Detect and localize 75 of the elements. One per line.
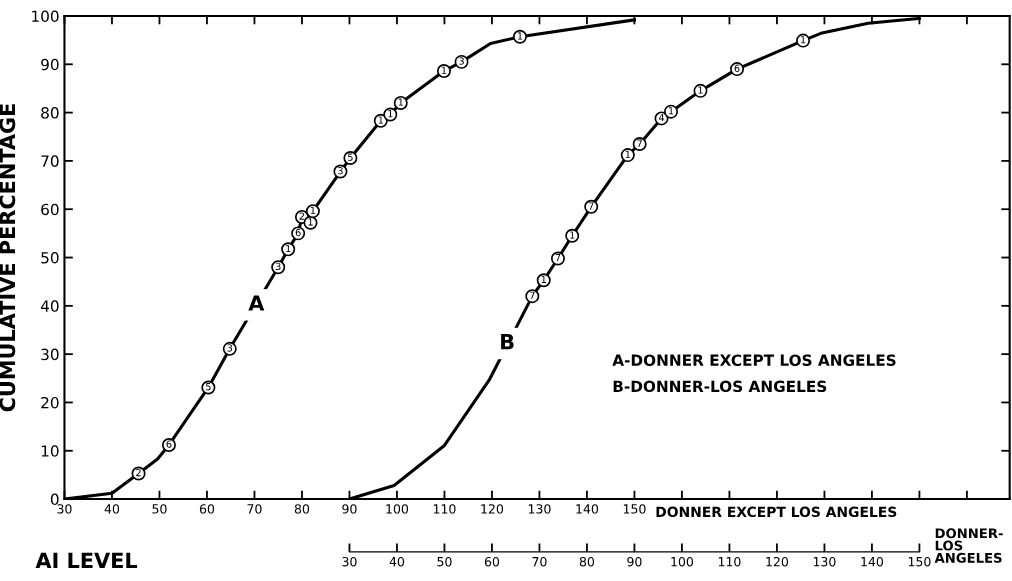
y-axis-title: CUMULATIVE PERCENTAGE: [0, 104, 16, 412]
x2-tick-label: 130: [813, 556, 836, 567]
annotation: 2: [299, 212, 305, 220]
annotation: 5: [206, 383, 211, 391]
y-tick-label: 40: [40, 300, 59, 312]
annotation: 4: [658, 113, 665, 122]
x2-tick-label: 50: [437, 556, 452, 567]
x-tick-label: 70: [247, 504, 262, 514]
y-tick-label: 70: [41, 155, 59, 167]
annotation: 2: [136, 468, 141, 477]
annotation: 7: [555, 254, 561, 262]
annotation: 6: [734, 64, 740, 72]
y-tick-label: 80: [41, 107, 59, 119]
annotation: 1: [378, 116, 383, 124]
annotation: 1: [286, 244, 291, 252]
x2-tick-label: 150: [908, 556, 931, 567]
x2-tick-label: 70: [532, 556, 547, 567]
annotation: 5: [348, 153, 353, 161]
y-tick-label: 50: [41, 251, 59, 264]
x-tick-label: 110: [433, 504, 456, 514]
x2-tick-label: 60: [484, 556, 500, 567]
y-tick-label: 0: [50, 493, 59, 506]
y-tick-label: 90: [41, 58, 59, 71]
annotation: 1: [801, 36, 806, 44]
annotation: 1: [398, 98, 403, 106]
x-tick-label: 120: [481, 504, 504, 514]
annotation: 1: [625, 150, 630, 158]
x-tick-label: 150: [623, 504, 646, 514]
annotation: 1: [310, 206, 316, 214]
x2-tick-label: 40: [389, 556, 405, 567]
annotation: 1: [308, 218, 313, 226]
x-tick-label: 40: [104, 504, 120, 514]
y-tick-label: 60: [41, 203, 59, 216]
x-tick-label: 30: [57, 504, 72, 514]
x2-tick-label: 140: [861, 556, 884, 567]
annotation: 3: [275, 262, 281, 271]
annotation: 1: [698, 86, 703, 94]
annotation: B: [501, 334, 514, 350]
x2-axis-title: DONNER- LOS ANGELES: [934, 528, 1003, 563]
y-tick-label: 20: [41, 396, 59, 409]
x-tick-label: 140: [576, 504, 599, 514]
annotation: 1: [388, 110, 393, 118]
x-tick-label: 100: [386, 504, 409, 514]
x2-tick-label: 120: [766, 556, 789, 567]
text: AI LEVEL: [35, 552, 138, 568]
x-tick-label: 80: [294, 504, 310, 514]
x-tick-label: 60: [199, 504, 215, 514]
x-tick-label: 90: [342, 504, 357, 514]
annotation: 1: [668, 107, 674, 115]
x2-tick-label: 90: [627, 556, 642, 567]
x-axis-title: DONNER EXCEPT LOS ANGELES: [656, 506, 897, 518]
x2-tick-label: 30: [342, 556, 357, 567]
annotation: 1: [441, 66, 447, 74]
annotation: 7: [588, 202, 594, 210]
x2-tick-label: 80: [579, 556, 595, 567]
x2-tick-label: 100: [671, 556, 694, 567]
annotation: A-DONNER EXCEPT LOS ANGELES: [612, 354, 896, 366]
x2-tick-label: 110: [718, 556, 741, 567]
annotation: 7: [637, 139, 642, 147]
x-tick-label: 50: [152, 504, 167, 514]
annotation: A: [248, 295, 265, 311]
annotation: 6: [295, 228, 301, 237]
annotation: 1: [570, 231, 575, 239]
annotation: 1: [517, 32, 523, 40]
annotation: B-DONNER-LOS ANGELES: [613, 380, 827, 393]
annotation: 3: [459, 57, 464, 65]
y-tick-label: 30: [41, 348, 59, 361]
annotation: 1: [541, 275, 546, 283]
annotation: 7: [530, 291, 535, 299]
annotation: 6: [166, 440, 172, 448]
annotation: 3: [227, 344, 233, 352]
x-tick-label: 130: [528, 504, 551, 514]
y-tick-label: 10: [41, 445, 59, 457]
annotation: 3: [338, 167, 343, 175]
y-tick-label: 100: [32, 10, 59, 22]
